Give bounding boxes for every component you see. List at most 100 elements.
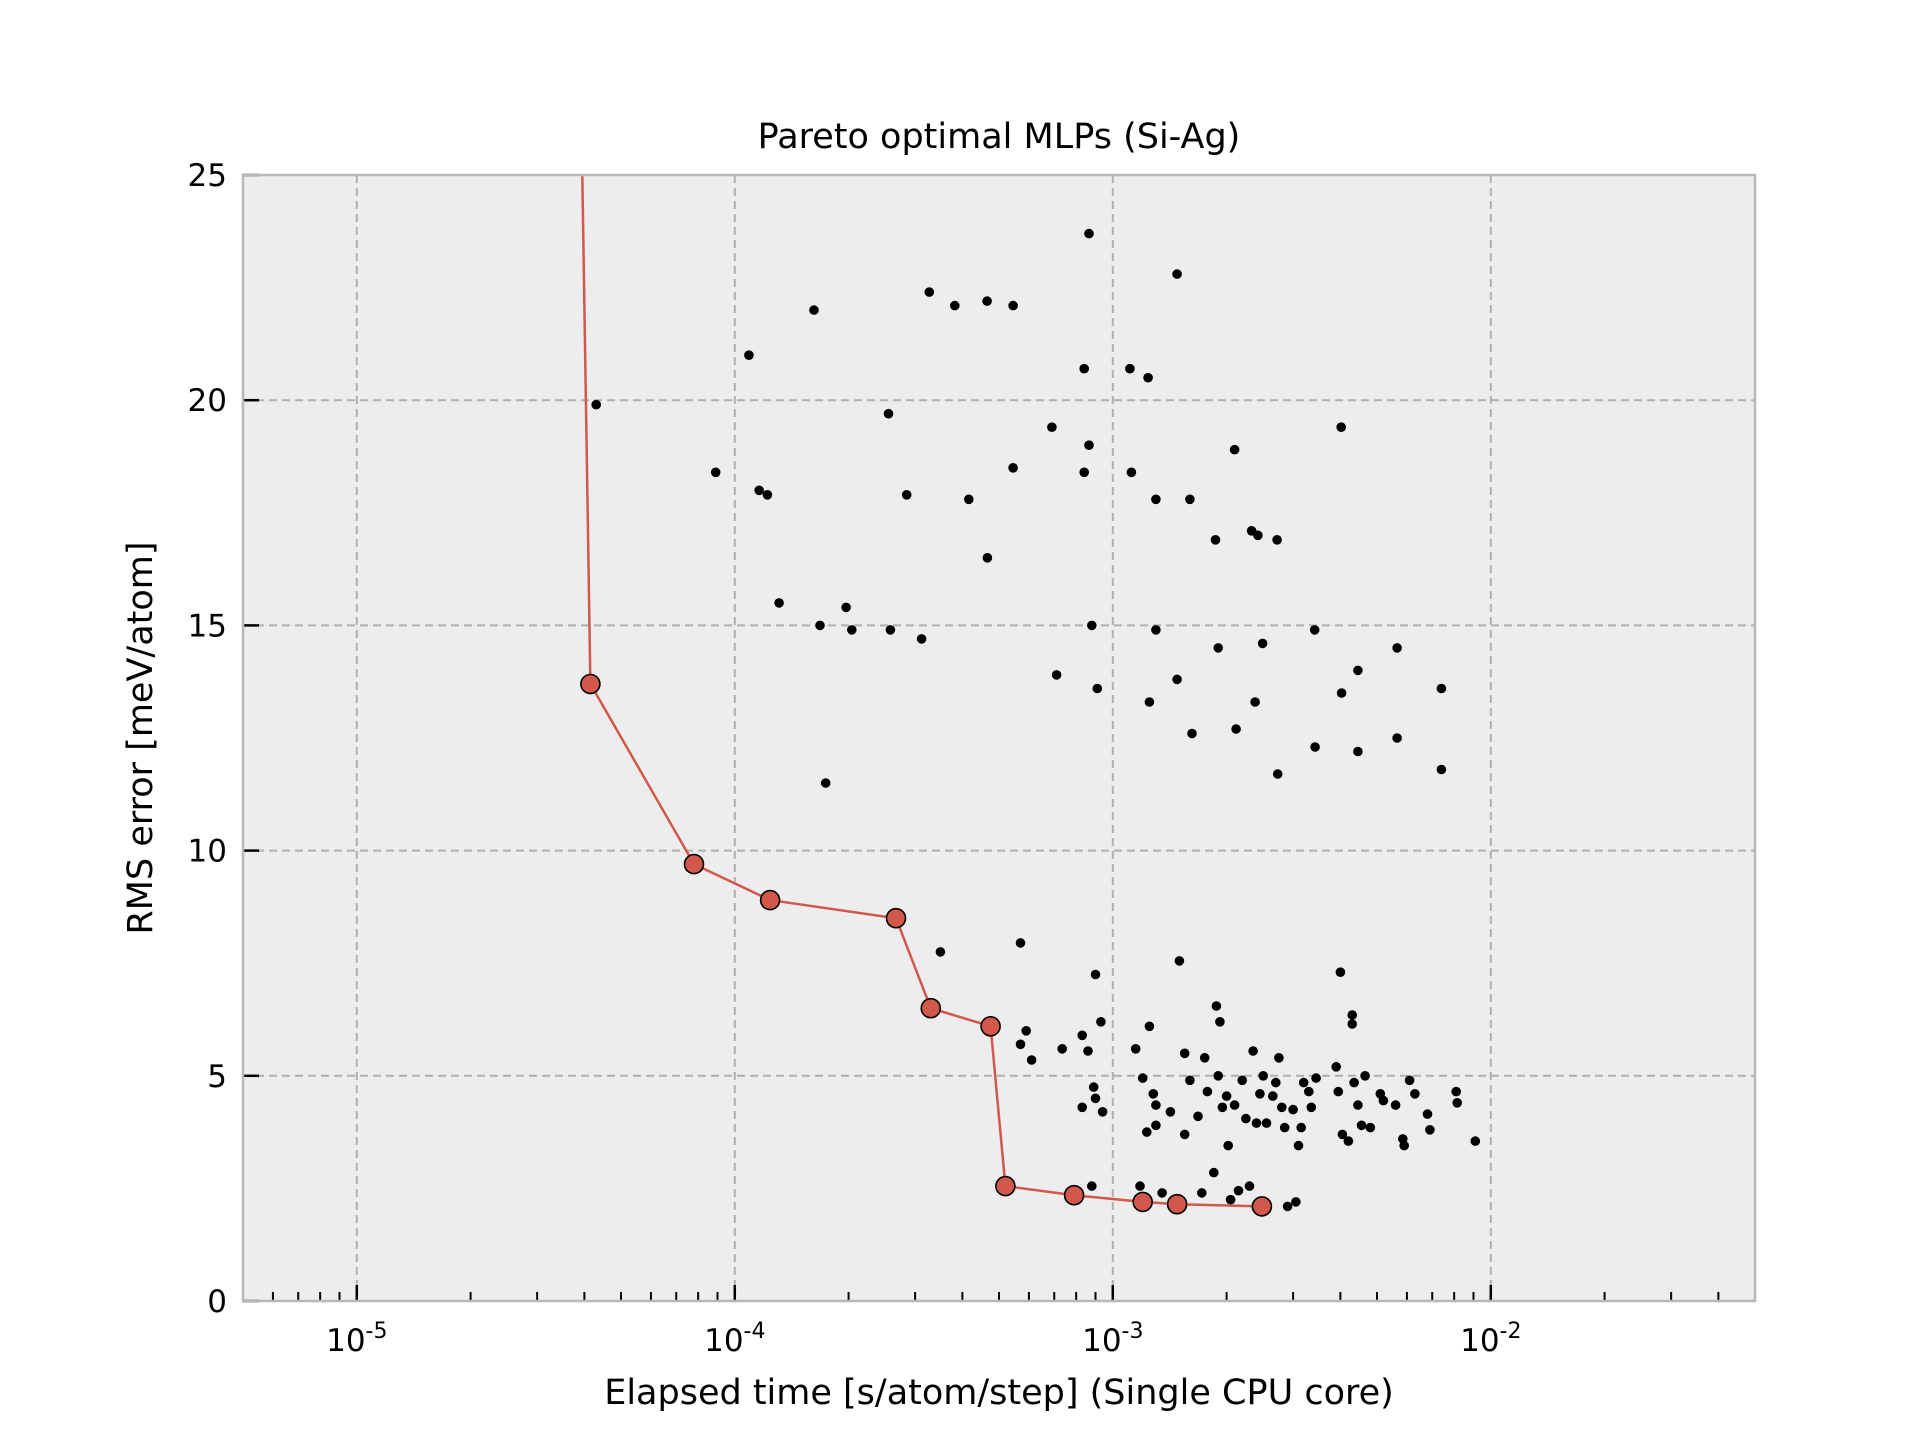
data-point xyxy=(1261,1118,1272,1128)
pareto-point xyxy=(980,1016,1001,1037)
pareto-point xyxy=(920,997,942,1019)
data-point xyxy=(1217,1102,1228,1113)
data-point xyxy=(1092,683,1103,694)
data-point xyxy=(1288,1104,1298,1115)
data-point xyxy=(1233,1185,1244,1196)
data-point xyxy=(1436,764,1447,775)
data-point xyxy=(1151,494,1161,505)
y-tick-label: 20 xyxy=(188,383,227,419)
data-point xyxy=(1079,363,1089,374)
data-point xyxy=(1157,1188,1167,1198)
data-point xyxy=(1451,1086,1461,1097)
data-point xyxy=(1084,228,1094,239)
grid xyxy=(243,175,1755,1301)
x-tick-label: 10-2 xyxy=(1460,1319,1521,1359)
data-point xyxy=(1151,1120,1161,1131)
data-point xyxy=(1165,1107,1176,1117)
data-point xyxy=(1347,1019,1357,1029)
y-tick-label: 5 xyxy=(207,1059,227,1095)
data-point xyxy=(1336,688,1347,698)
data-point xyxy=(1425,1125,1435,1135)
data-point xyxy=(1096,1017,1106,1027)
data-point xyxy=(1151,625,1161,635)
data-point xyxy=(1422,1109,1433,1119)
data-point xyxy=(1015,938,1026,948)
data-point xyxy=(1008,300,1018,311)
chart-title: Pareto optimal MLPs (Si-Ag) xyxy=(758,117,1241,157)
data-point xyxy=(1356,1120,1367,1131)
data-point xyxy=(1333,1086,1344,1097)
data-point xyxy=(1241,1113,1251,1124)
data-point xyxy=(710,467,721,478)
data-point xyxy=(1077,1102,1087,1113)
data-point xyxy=(1277,1102,1287,1113)
data-point xyxy=(1349,1077,1359,1088)
data-point xyxy=(1293,1140,1304,1151)
data-point xyxy=(1225,1194,1236,1205)
data-point xyxy=(950,300,960,311)
pareto-point xyxy=(995,1175,1016,1197)
data-point xyxy=(1144,697,1155,707)
pareto-point xyxy=(1132,1191,1153,1213)
data-point xyxy=(1223,1140,1233,1151)
data-point xyxy=(1237,1075,1247,1086)
data-point xyxy=(1274,1053,1284,1063)
data-point xyxy=(847,625,857,635)
pareto-point xyxy=(683,853,705,875)
data-point xyxy=(1229,444,1240,455)
data-point xyxy=(1360,1071,1370,1081)
y-tick-label: 15 xyxy=(188,608,227,644)
data-point xyxy=(1174,956,1185,966)
data-point xyxy=(841,602,851,613)
data-point xyxy=(1015,1039,1026,1050)
data-point xyxy=(1211,1001,1222,1011)
data-point xyxy=(762,490,773,500)
data-point xyxy=(1179,1129,1190,1140)
data-point xyxy=(1084,440,1094,451)
data-point xyxy=(982,553,993,563)
data-point xyxy=(1087,620,1097,631)
data-point xyxy=(1272,535,1282,545)
data-point xyxy=(1077,1030,1087,1041)
data-point xyxy=(1272,769,1283,779)
pareto-point xyxy=(1251,1196,1273,1217)
data-point xyxy=(1470,1136,1481,1146)
data-point xyxy=(883,408,894,419)
data-point xyxy=(744,350,754,361)
x-tick-label: 10-3 xyxy=(1082,1319,1143,1359)
data-point xyxy=(1172,269,1182,279)
data-point xyxy=(1255,1089,1265,1099)
plot-frame xyxy=(241,173,1757,1303)
data-point xyxy=(1199,1053,1210,1063)
data-point xyxy=(1144,1021,1155,1032)
data-point xyxy=(1221,1091,1232,1101)
data-point xyxy=(1310,742,1320,752)
data-point xyxy=(1343,1136,1354,1146)
data-point xyxy=(1279,1122,1290,1133)
data-point xyxy=(1193,1111,1203,1122)
x-tick-label: 10-4 xyxy=(704,1319,765,1359)
data-point xyxy=(1179,1048,1190,1059)
data-point xyxy=(1087,1181,1097,1191)
data-point xyxy=(1337,1129,1348,1140)
plot-area-background xyxy=(243,175,1755,1301)
x-axis-label: Elapsed time [s/atom/step] (Single CPU c… xyxy=(604,1373,1394,1413)
data-point xyxy=(754,485,764,496)
data-point xyxy=(1436,683,1447,694)
data-point xyxy=(1229,1100,1240,1110)
data-point xyxy=(1021,1026,1031,1036)
data-point xyxy=(1210,535,1221,545)
x-tick-label: 10-5 xyxy=(326,1319,387,1359)
data-point xyxy=(1392,733,1402,743)
data-point xyxy=(1309,625,1320,635)
data-point xyxy=(1304,1086,1314,1097)
data-point xyxy=(1250,697,1260,707)
data-point xyxy=(1088,1082,1099,1092)
data-point xyxy=(982,296,992,306)
data-point xyxy=(1244,1181,1255,1191)
data-point xyxy=(1268,1091,1278,1101)
data-point xyxy=(1090,1093,1101,1104)
data-point xyxy=(591,399,601,410)
